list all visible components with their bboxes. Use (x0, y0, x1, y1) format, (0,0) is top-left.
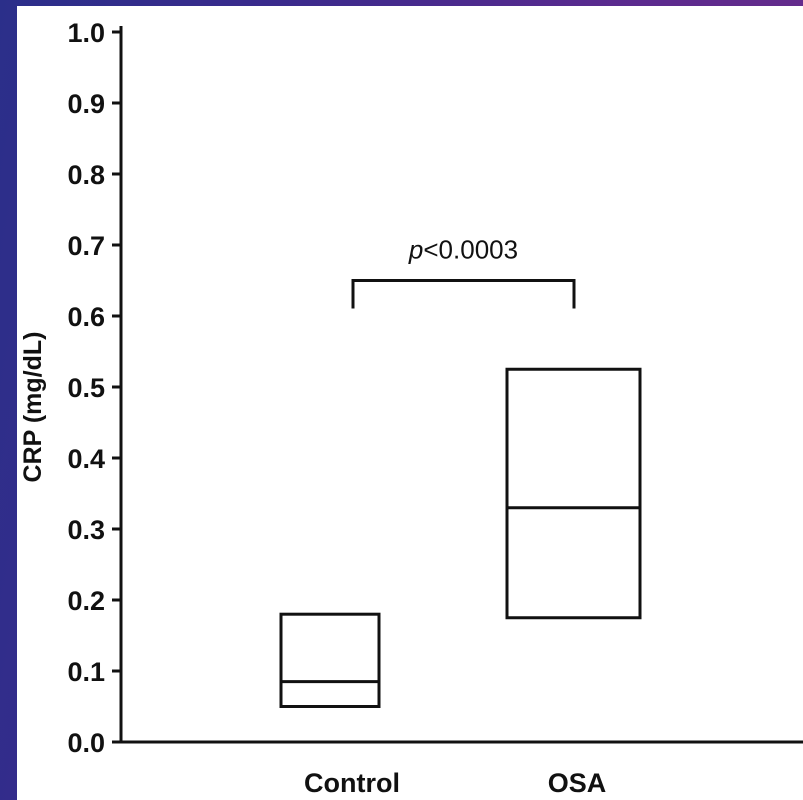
slide-panel: 0.0 0.1 0.2 0.3 0.4 0.5 0.6 0.7 0.8 0.9 1.0 Contro… (17, 6, 803, 800)
boxes (279, 367, 642, 709)
significance-annotation: p<0.0003 (351, 235, 576, 309)
y-tick-label: 0.9 (67, 89, 105, 119)
x-category-label: OSA (548, 768, 607, 798)
y-tick-label: 0.2 (67, 586, 105, 616)
y-axis-title: CRP (mg/dL) (19, 332, 47, 483)
p-value-label: p<0.0003 (408, 235, 518, 265)
crp-box-chart: 0.0 0.1 0.2 0.3 0.4 0.5 0.6 0.7 0.8 0.9 1.0 Contro… (19, 18, 803, 798)
y-tick-label: 0.8 (67, 160, 105, 190)
box-osa (505, 367, 642, 620)
y-tick-label: 0.3 (67, 515, 105, 545)
y-tick-label: 0.0 (67, 728, 105, 758)
y-tick-label: 0.5 (67, 373, 105, 403)
y-tick-label: 0.6 (67, 302, 105, 332)
box-control (279, 612, 381, 709)
y-tick-label: 0.7 (67, 231, 105, 261)
y-tick-label: 1.0 (67, 18, 105, 48)
x-axis: Control OSA (121, 740, 803, 798)
significance-bracket (351, 279, 576, 309)
y-axis: 0.0 0.1 0.2 0.3 0.4 0.5 0.6 0.7 0.8 0.9 1.0 (67, 18, 123, 758)
y-tick-label: 0.4 (67, 444, 105, 474)
y-tick-label: 0.1 (67, 657, 105, 687)
x-category-label: Control (304, 768, 400, 798)
